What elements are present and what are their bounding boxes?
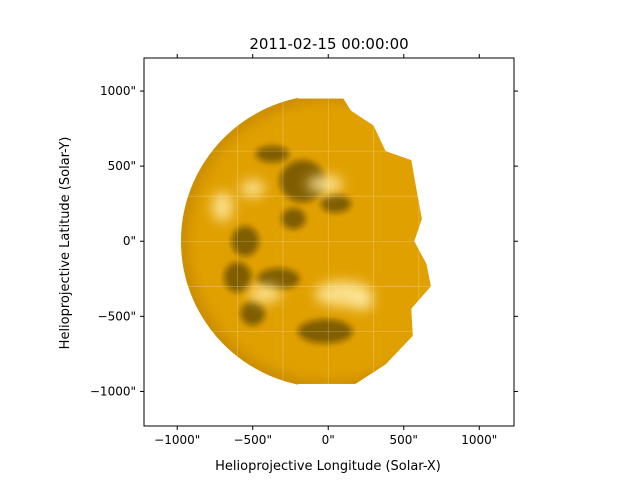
y-tick-label: 1000" (100, 84, 136, 98)
dark-region (279, 160, 326, 203)
bright-region (240, 179, 265, 198)
solar-disk-image (181, 97, 431, 385)
axis-ticks: −1000" −500" 0" 500" 1000" −1000" −500" 0" 500" 1… (90, 54, 518, 447)
x-tick-label: 1000" (461, 433, 497, 447)
chart-title: 2011-02-15 00:00:00 (249, 35, 408, 53)
x-tick-label: 0" (322, 433, 335, 447)
y-axis-label: Helioprojective Latitude (Solar-Y) (58, 137, 73, 350)
dark-region (240, 301, 265, 326)
y-tick-label: −500" (98, 309, 136, 323)
dark-region (255, 145, 289, 163)
dark-features (224, 145, 353, 344)
x-tick-label: −1000" (154, 433, 200, 447)
y-tick-label: 0" (123, 234, 136, 248)
bright-region (248, 284, 282, 303)
bright-features (211, 175, 374, 311)
y-tick-label: 500" (108, 159, 136, 173)
x-tick-label: 500" (390, 433, 418, 447)
bright-region (349, 292, 374, 311)
dark-region (298, 319, 353, 344)
axes-frame (143, 57, 515, 427)
x-axis-label: Helioprojective Longitude (Solar-X) (215, 459, 441, 474)
dark-region (281, 208, 306, 230)
x-tick-label: −500" (233, 433, 271, 447)
disk-background (181, 97, 431, 385)
plot-area (181, 97, 431, 385)
dark-region (257, 268, 300, 290)
dark-region (231, 226, 259, 257)
bright-region (307, 175, 344, 194)
y-tick-label: −1000" (90, 384, 136, 398)
dark-region (224, 262, 252, 293)
bright-region (211, 191, 234, 222)
dark-region (320, 194, 351, 213)
